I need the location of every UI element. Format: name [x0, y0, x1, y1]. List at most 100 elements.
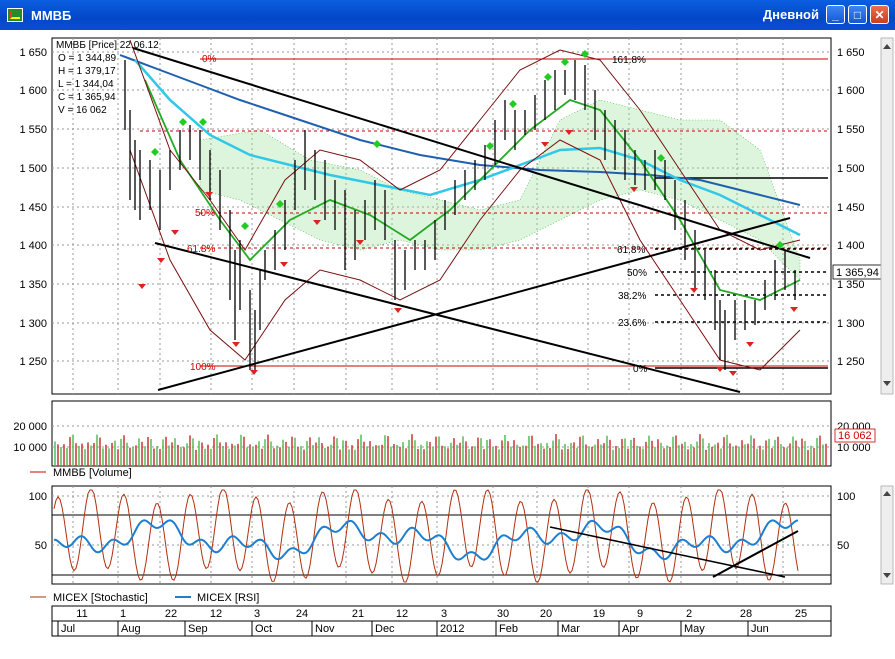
- chart-window: 0% 50% 61.8% 100% 161.8% 61.8% 50% 38.2%…: [0, 30, 895, 654]
- ohlc-high: H = 1 379,17: [58, 66, 116, 77]
- bollinger-upper: [129, 39, 801, 251]
- volume-tick-right: 10 000: [837, 442, 871, 454]
- month-label: Jul: [61, 623, 75, 635]
- month-label: Sep: [188, 623, 208, 635]
- fib-label-618-left: 61.8%: [187, 244, 215, 255]
- fib-label-382: 38.2%: [618, 291, 646, 302]
- price-tick-left: 1 600: [19, 85, 47, 97]
- price-tick-right: 1 300: [837, 318, 865, 330]
- price-tick-left: 1 350: [19, 279, 47, 291]
- minimize-button[interactable]: _: [826, 5, 845, 24]
- close-button[interactable]: ✕: [870, 5, 889, 24]
- month-label: Mar: [561, 623, 580, 635]
- fib-label-100-left: 100%: [190, 362, 216, 373]
- osc-tick-left: 100: [29, 491, 47, 503]
- fib-label-0-right: 0%: [633, 364, 648, 375]
- day-label: 1: [120, 608, 126, 620]
- price-tick-left: 1 250: [19, 356, 47, 368]
- price-tick-left: 1 500: [19, 163, 47, 175]
- month-label: 2012: [440, 623, 464, 635]
- price-tick-right: 1 250: [837, 356, 865, 368]
- vertical-gridlines: [72, 38, 784, 394]
- price-tick-left: 1 450: [19, 202, 47, 214]
- day-label: 11: [76, 608, 87, 620]
- month-label: Jun: [751, 623, 769, 635]
- day-label: 19: [593, 608, 605, 620]
- window-title: ММВБ: [31, 7, 72, 23]
- day-label: 12: [396, 608, 408, 620]
- fib-label-1618: 161.8%: [612, 55, 646, 66]
- price-tick-right: 1 500: [837, 163, 865, 175]
- oscillator-scrollbar[interactable]: [880, 485, 894, 585]
- day-label: 20: [540, 608, 552, 620]
- price-tick-right: 1 400: [837, 240, 865, 252]
- sell-signal-markers: [138, 130, 798, 376]
- timeframe-label[interactable]: Дневной: [762, 7, 819, 22]
- ohlc-volume: V = 16 062: [58, 105, 107, 116]
- fib-label-50-left: 50%: [195, 208, 215, 219]
- short-moving-average: [144, 79, 801, 301]
- trend-lines: [132, 47, 811, 393]
- price-axis-left: 1 650 1 600 1 550 1 500 1 450 1 400 1 35…: [19, 47, 47, 368]
- price-panel[interactable]: 0% 50% 61.8% 100% 161.8% 61.8% 50% 38.2%…: [19, 37, 894, 395]
- day-label: 12: [210, 608, 222, 620]
- price-tick-left: 1 650: [19, 47, 47, 59]
- price-tick-left: 1 400: [19, 240, 47, 252]
- rsi-trend-up: [712, 530, 799, 578]
- month-label: Feb: [499, 623, 518, 635]
- ohlc-close: C = 1 365,94: [58, 92, 116, 103]
- month-labels: Jul Aug Sep Oct Nov Dec 2012 Feb Mar Apr…: [61, 623, 769, 635]
- fib-label-236: 23.6%: [618, 318, 646, 329]
- stochastic-line: [53, 489, 799, 583]
- day-label: 3: [254, 608, 260, 620]
- osc-tick-right: 50: [837, 540, 849, 552]
- ohlc-low: L = 1 344,04: [58, 79, 114, 90]
- bollinger-lower: [129, 139, 801, 371]
- oscillator-panel[interactable]: 100 50 100 50 MICEX [Stochastic] MICEX […: [29, 485, 894, 604]
- price-scrollbar[interactable]: [880, 37, 894, 395]
- chart-canvas[interactable]: 0% 50% 61.8% 100% 161.8% 61.8% 50% 38.2%…: [0, 30, 895, 654]
- fib-label-0-left: 0%: [202, 54, 217, 65]
- time-axis[interactable]: 11 1 22 12 3 24 21 12 3 30 20 19 9 2 28 …: [51, 605, 832, 637]
- stochastic-legend: MICEX [Stochastic]: [53, 592, 148, 604]
- oscillator-axis-left: 100 50: [29, 491, 47, 552]
- day-label: 3: [441, 608, 447, 620]
- price-tick-right: 1 600: [837, 85, 865, 97]
- current-volume-label: 16 062: [838, 430, 872, 442]
- volume-axis-left: 20 000 10 000: [13, 421, 47, 454]
- ohlc-title: ММВБ [Price] 22.06.12: [56, 40, 159, 51]
- day-label: 28: [740, 608, 752, 620]
- month-label: Aug: [121, 623, 141, 635]
- scroll-up-arrow[interactable]: [883, 491, 891, 496]
- day-label: 30: [497, 608, 509, 620]
- scroll-up-arrow[interactable]: [883, 44, 891, 49]
- day-label: 2: [686, 608, 692, 620]
- day-labels: 11 1 22 12 3 24 21 12 3 30 20 19 9 2 28 …: [76, 608, 807, 620]
- volume-tick-left: 10 000: [13, 442, 47, 454]
- rsi-legend: MICEX [RSI]: [197, 592, 259, 604]
- fib-label-50-right: 50%: [627, 268, 647, 279]
- month-label: Apr: [622, 623, 639, 635]
- rsi-line: [53, 519, 799, 561]
- long-moving-average: [119, 54, 801, 206]
- osc-tick-left: 50: [35, 540, 47, 552]
- price-tick-right: 1 650: [837, 47, 865, 59]
- chart-app-icon: [7, 8, 23, 22]
- month-label: Oct: [255, 623, 272, 635]
- oscillator-axis-right: 100 50: [837, 491, 855, 552]
- price-tick-right: 1 450: [837, 202, 865, 214]
- month-label: Dec: [375, 623, 395, 635]
- day-label: 22: [165, 608, 177, 620]
- volume-legend: ММВБ [Volume]: [53, 467, 132, 479]
- month-separators: [57, 621, 749, 636]
- scroll-down-arrow[interactable]: [883, 381, 891, 386]
- fib-label-618-right: 61.8%: [617, 245, 645, 256]
- ohlc-readout: ММВБ [Price] 22.06.12 O = 1 344,89 H = 1…: [56, 40, 159, 116]
- price-tick-left: 1 550: [19, 124, 47, 136]
- month-label: May: [684, 623, 705, 635]
- window-title-bar: ММВБ Дневной _ □ ✕: [0, 0, 895, 30]
- volume-panel[interactable]: 20 000 10 000 20 000 10 000 16 062 ММВБ …: [13, 400, 876, 479]
- scroll-down-arrow[interactable]: [883, 573, 891, 578]
- ohlc-open: O = 1 344,89: [58, 53, 117, 64]
- maximize-button[interactable]: □: [848, 5, 867, 24]
